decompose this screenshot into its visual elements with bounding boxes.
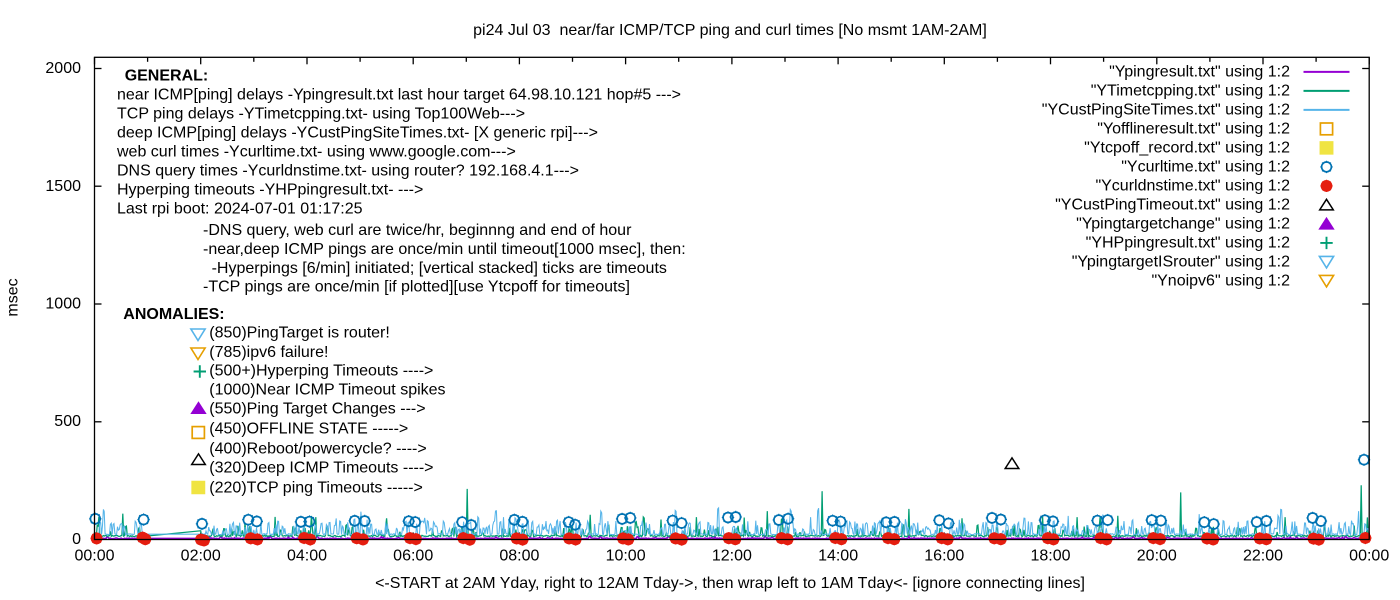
svg-text:14:00: 14:00 bbox=[818, 548, 858, 565]
svg-text:"Ytcpoff_record.txt" using 1:2: "Ytcpoff_record.txt" using 1:2 bbox=[1084, 139, 1290, 156]
svg-text:msec: msec bbox=[5, 278, 22, 316]
svg-text:pi24 Jul 03 near/far ICMP/TCP: pi24 Jul 03 near/far ICMP/TCP ping and c… bbox=[473, 22, 987, 39]
svg-text:(1000)Near ICMP Timeout spikes: (1000)Near ICMP Timeout spikes bbox=[209, 382, 445, 399]
svg-text:"Ypingresult.txt" using 1:2: "Ypingresult.txt" using 1:2 bbox=[1109, 63, 1290, 80]
svg-text:-DNS query, web curl are twice: -DNS query, web curl are twice/hr, begin… bbox=[203, 222, 632, 239]
svg-text:00:00: 00:00 bbox=[1349, 548, 1389, 565]
svg-text:04:00: 04:00 bbox=[287, 548, 327, 565]
svg-text:"YTimetcpping.txt" using 1:2: "YTimetcpping.txt" using 1:2 bbox=[1091, 82, 1290, 99]
svg-text:2000: 2000 bbox=[45, 60, 81, 77]
svg-text:"Ynoipv6" using 1:2: "Ynoipv6" using 1:2 bbox=[1151, 272, 1290, 289]
svg-text:22:00: 22:00 bbox=[1243, 548, 1283, 565]
svg-text:(500+)Hyperping Timeouts ---->: (500+)Hyperping Timeouts ----> bbox=[209, 363, 433, 380]
svg-text:18:00: 18:00 bbox=[1030, 548, 1070, 565]
svg-text:TCP ping delays -YTimetcpping.: TCP ping delays -YTimetcpping.txt- using… bbox=[117, 106, 525, 123]
svg-text:ANOMALIES:: ANOMALIES: bbox=[123, 306, 224, 323]
svg-text:"Ypingtargetchange" using 1:2: "Ypingtargetchange" using 1:2 bbox=[1076, 215, 1290, 232]
svg-text:1000: 1000 bbox=[45, 296, 81, 313]
svg-text:20:00: 20:00 bbox=[1137, 548, 1177, 565]
svg-text:near ICMP[ping] delays -Ypingr: near ICMP[ping] delays -Ypingresult.txt … bbox=[117, 87, 681, 104]
svg-text:deep ICMP[ping] delays -YCustP: deep ICMP[ping] delays -YCustPingSiteTim… bbox=[117, 125, 598, 142]
svg-text:"Ycurldnstime.txt" using 1:2: "Ycurldnstime.txt" using 1:2 bbox=[1095, 177, 1290, 194]
svg-text:08:00: 08:00 bbox=[499, 548, 539, 565]
svg-text:"YCustPingSiteTimes.txt" using: "YCustPingSiteTimes.txt" using 1:2 bbox=[1042, 101, 1290, 118]
svg-text:(850)PingTarget is router!: (850)PingTarget is router! bbox=[209, 325, 390, 342]
svg-text:-Hyperpings [6/min] initiated;: -Hyperpings [6/min] initiated; [vertical… bbox=[212, 260, 667, 277]
svg-text:(785)ipv6 failure!: (785)ipv6 failure! bbox=[209, 344, 328, 361]
svg-text:<-START at 2AM Yday, right to: <-START at 2AM Yday, right to 12AM Tday-… bbox=[375, 575, 1085, 592]
svg-text:-TCP pings are once/min [if pl: -TCP pings are once/min [if plotted][use… bbox=[203, 278, 630, 295]
svg-text:16:00: 16:00 bbox=[924, 548, 964, 565]
svg-text:-near,deep ICMP pings are once: -near,deep ICMP pings are once/min until… bbox=[203, 241, 686, 258]
svg-text:Hyperping timeouts -YHPpingres: Hyperping timeouts -YHPpingresult.txt- -… bbox=[117, 182, 423, 199]
svg-text:12:00: 12:00 bbox=[712, 548, 752, 565]
svg-text:06:00: 06:00 bbox=[393, 548, 433, 565]
svg-text:10:00: 10:00 bbox=[606, 548, 646, 565]
svg-text:Last rpi boot: 2024-07-01 01:1: Last rpi boot: 2024-07-01 01:17:25 bbox=[117, 201, 363, 218]
svg-text:web curl times -Ycurltime.txt-: web curl times -Ycurltime.txt- using www… bbox=[116, 144, 516, 161]
svg-text:"YHPpingresult.txt" using 1:2: "YHPpingresult.txt" using 1:2 bbox=[1086, 234, 1290, 251]
svg-text:500: 500 bbox=[54, 413, 81, 430]
svg-text:(220)TCP ping Timeouts ----->: (220)TCP ping Timeouts -----> bbox=[209, 480, 423, 497]
svg-text:(550)Ping Target Changes --->: (550)Ping Target Changes ---> bbox=[209, 400, 425, 417]
svg-text:"YpingtargetISrouter" using 1:: "YpingtargetISrouter" using 1:2 bbox=[1072, 253, 1290, 270]
svg-text:(450)OFFLINE STATE ----->: (450)OFFLINE STATE -----> bbox=[209, 420, 408, 437]
svg-text:(320)Deep ICMP Timeouts ---->: (320)Deep ICMP Timeouts ----> bbox=[209, 460, 433, 477]
svg-text:0: 0 bbox=[72, 531, 81, 548]
svg-text:"Ycurltime.txt" using 1:2: "Ycurltime.txt" using 1:2 bbox=[1121, 158, 1290, 175]
svg-text:1500: 1500 bbox=[45, 178, 81, 195]
svg-text:GENERAL:: GENERAL: bbox=[125, 68, 209, 85]
svg-text:02:00: 02:00 bbox=[181, 548, 221, 565]
svg-text:00:00: 00:00 bbox=[74, 548, 114, 565]
svg-text:"Yofflineresult.txt" using 1:2: "Yofflineresult.txt" using 1:2 bbox=[1097, 120, 1290, 137]
svg-text:(400)Reboot/powercycle? ---->: (400)Reboot/powercycle? ----> bbox=[209, 440, 426, 457]
svg-text:DNS query times -Ycurldnstime.: DNS query times -Ycurldnstime.txt- using… bbox=[117, 163, 579, 180]
svg-text:"YCustPingTimeout.txt" using 1: "YCustPingTimeout.txt" using 1:2 bbox=[1055, 196, 1290, 213]
